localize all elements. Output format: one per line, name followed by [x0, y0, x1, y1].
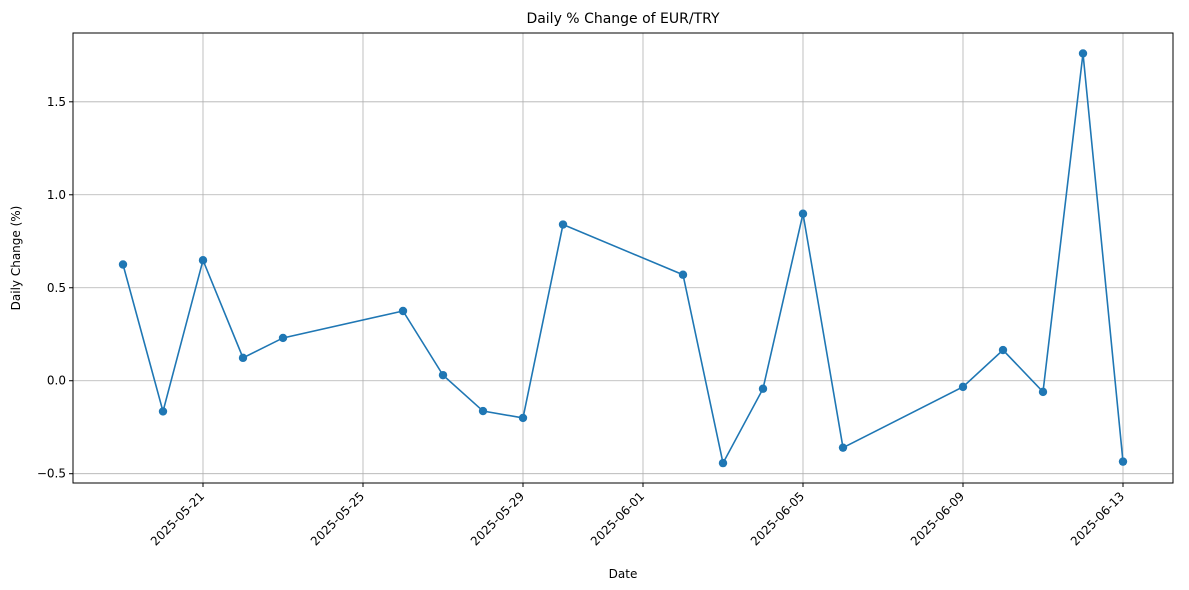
y-tick-label: 1.5: [47, 95, 66, 109]
data-markers: [118, 49, 1128, 468]
y-tick-label: 0.0: [47, 374, 66, 388]
y-tick-label: 1.0: [47, 188, 66, 202]
data-point: [198, 256, 208, 265]
data-point: [238, 353, 248, 363]
data-point: [278, 333, 288, 343]
data-point: [158, 407, 168, 416]
plot-frame: [72, 32, 1174, 484]
data-point: [838, 443, 848, 452]
data-point: [718, 458, 728, 468]
data-point: [1078, 49, 1088, 58]
data-point: [1038, 387, 1048, 397]
data-point: [558, 220, 568, 229]
data-point: [398, 306, 408, 316]
y-tick-label: −0.5: [37, 467, 66, 481]
data-point: [518, 413, 528, 423]
data-point: [678, 270, 688, 279]
data-point: [478, 406, 488, 416]
y-tick-label: 0.5: [47, 281, 66, 295]
data-point: [118, 260, 128, 269]
data-point: [798, 209, 808, 218]
data-point: [1118, 457, 1128, 466]
y-axis-label: Daily Change (%): [9, 206, 23, 311]
chart-title: Daily % Change of EUR/TRY: [526, 11, 720, 27]
x-axis-label: Date: [609, 567, 638, 581]
data-point: [758, 384, 768, 393]
data-point: [438, 370, 448, 380]
data-point: [958, 382, 968, 392]
data-point: [998, 345, 1008, 355]
series-line: [122, 53, 1124, 466]
